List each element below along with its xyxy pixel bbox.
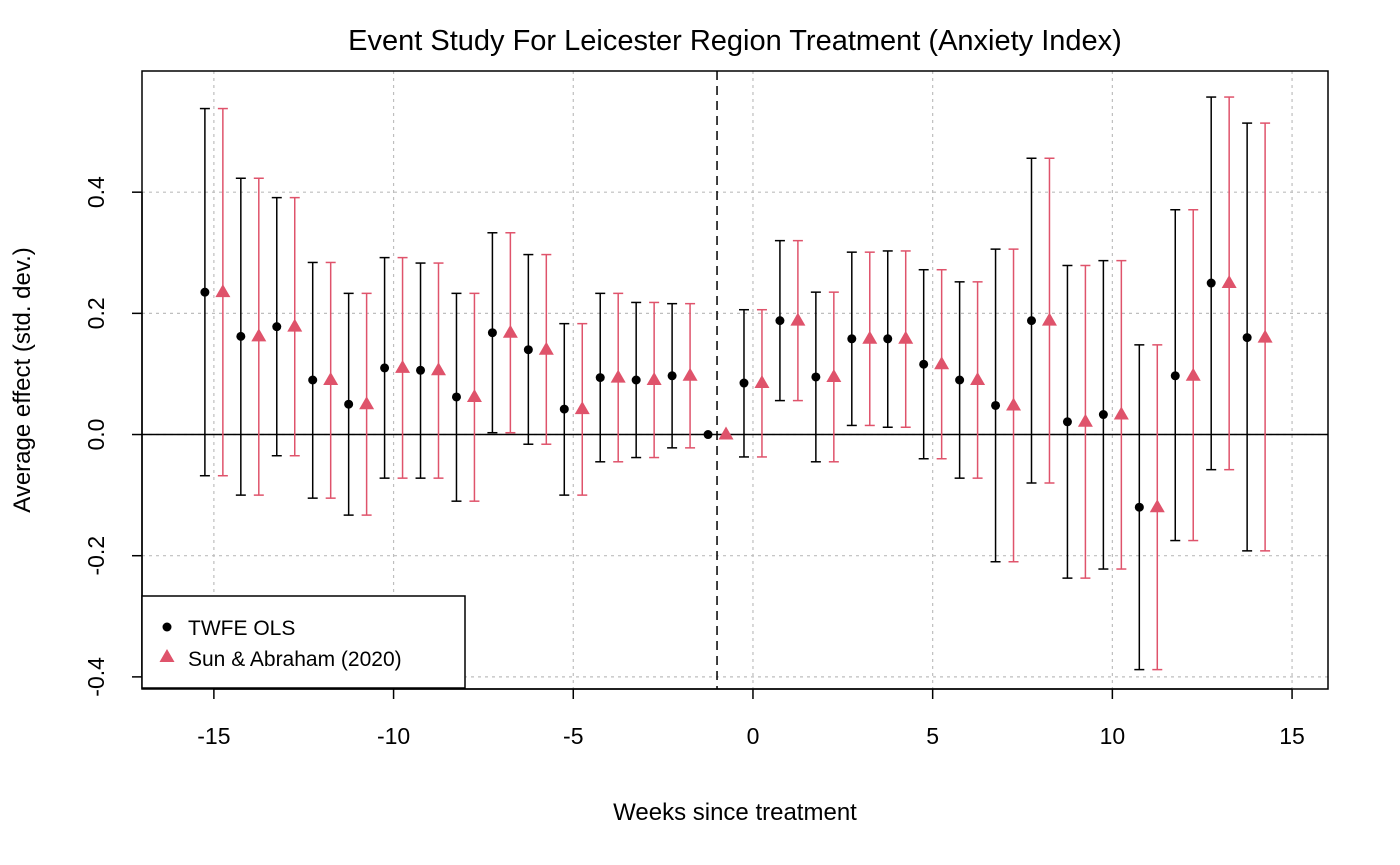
data-point: [703, 430, 713, 440]
data-point: [466, 388, 482, 402]
y-axis: -0.4 -0.2 0.0 0.2 0.4: [83, 176, 143, 697]
data-point: [451, 392, 461, 402]
x-tick-label: 15: [1279, 723, 1305, 749]
data-point: [1077, 413, 1093, 427]
data-point: [344, 399, 354, 409]
data-point: [523, 345, 533, 355]
data-point: [1170, 371, 1180, 381]
legend-marker-twfe: [162, 622, 172, 632]
data-point: [1257, 329, 1273, 343]
data-point: [1098, 410, 1108, 420]
x-axis: -15 -10 -5 0 5 10 15: [197, 688, 1305, 749]
data-point: [395, 359, 411, 373]
y-tick-label: -0.2: [83, 536, 109, 576]
data-point: [287, 318, 303, 332]
data-point: [574, 401, 590, 415]
data-point: [538, 341, 554, 355]
x-tick-label: -5: [563, 723, 583, 749]
data-point: [646, 372, 662, 385]
x-tick-label: -15: [197, 723, 230, 749]
data-point: [1006, 397, 1022, 411]
data-point: [308, 375, 318, 385]
y-tick-label: 0.0: [83, 419, 109, 451]
data-point: [934, 356, 950, 370]
data-point: [1221, 275, 1237, 289]
data-point: [919, 359, 929, 369]
data-point: [811, 372, 821, 382]
data-point: [595, 373, 605, 383]
data-point: [955, 375, 965, 385]
data-point: [826, 368, 842, 382]
data-point: [1185, 367, 1201, 381]
data-point: [610, 369, 626, 383]
y-tick-label: 0.4: [83, 176, 109, 208]
x-tick-label: 5: [926, 723, 939, 749]
data-point: [1206, 278, 1216, 288]
data-point: [1027, 316, 1036, 326]
data-point: [1149, 499, 1165, 513]
data-point: [682, 367, 698, 381]
legend-label-sa: Sun & Abraham (2020): [188, 648, 402, 671]
x-tick-label: 0: [747, 723, 760, 749]
data-point: [323, 372, 339, 385]
data-point: [1113, 406, 1129, 420]
y-tick-label: 0.2: [83, 297, 109, 329]
data-point: [502, 324, 518, 338]
data-point: [487, 328, 497, 338]
legend-marker-sa: [159, 649, 175, 662]
data-point: [559, 404, 569, 414]
data-point: [1062, 417, 1072, 427]
data-point: [898, 330, 914, 344]
data-point: [847, 334, 857, 344]
series-marks: [199, 96, 1273, 671]
data-point: [991, 400, 1001, 410]
data-point: [431, 362, 446, 376]
data-point: [200, 287, 210, 297]
y-tick-label: -0.4: [83, 657, 109, 697]
legend-label-twfe: TWFE OLS: [188, 617, 295, 640]
x-tick-label: -10: [377, 723, 410, 749]
chart-title: Event Study For Leicester Region Treatme…: [348, 25, 1122, 57]
data-point: [631, 375, 641, 385]
legend: TWFE OLS Sun & Abraham (2020): [141, 595, 466, 689]
data-point: [775, 316, 785, 326]
data-point: [416, 365, 426, 375]
x-axis-label: Weeks since treatment: [613, 799, 857, 826]
y-axis-label: Average effect (std. dev.): [9, 247, 36, 512]
data-point: [739, 378, 749, 388]
data-point: [1242, 333, 1252, 343]
data-point: [718, 426, 734, 440]
data-point: [790, 312, 806, 326]
data-point: [667, 371, 677, 381]
data-point: [1134, 502, 1144, 512]
series-sun-abraham: [215, 96, 1273, 671]
data-point: [1041, 312, 1057, 326]
data-point: [272, 322, 282, 332]
data-point: [380, 363, 390, 373]
series-twfe-ols: [199, 96, 1253, 671]
reference-lines: [142, 71, 1328, 689]
data-point: [251, 328, 267, 342]
data-point: [862, 330, 878, 344]
data-point: [970, 372, 986, 385]
legend-box: [141, 595, 466, 689]
data-point: [359, 396, 375, 410]
data-point: [236, 331, 246, 341]
data-point: [215, 284, 231, 298]
data-point: [754, 375, 770, 389]
data-point: [883, 334, 893, 344]
x-tick-label: 10: [1100, 723, 1126, 749]
